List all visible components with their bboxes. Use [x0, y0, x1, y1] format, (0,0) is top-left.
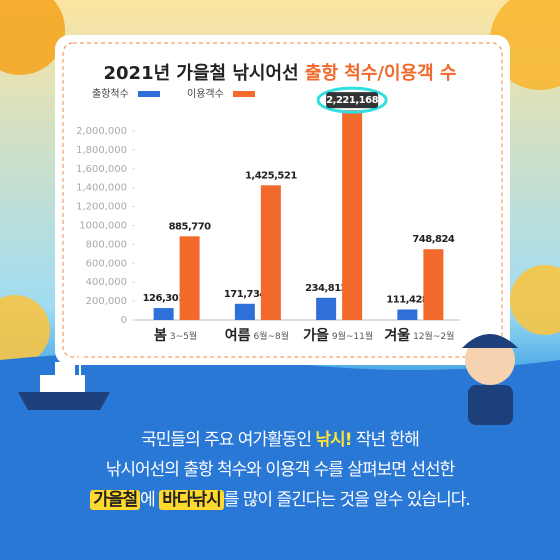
caption-line: 가을철 에 바다낚시 를 많이 즐긴다는 것을 알수 있습니다. — [0, 485, 560, 515]
x-tick-label: 가을 9월~11월 — [303, 328, 373, 344]
x-tick-label: 겨울 12월~2월 — [384, 327, 454, 344]
x-tick-label: 봄 3~5월 — [154, 328, 197, 344]
caption-text: 작년 한해 — [351, 430, 420, 450]
value-label: 885,770 — [169, 221, 212, 232]
value-label: 748,824 — [412, 234, 455, 245]
police-character — [462, 334, 518, 425]
caption-text: 에 — [140, 490, 160, 510]
value-label: 111,428 — [386, 294, 429, 305]
caption-text: 낚시어선의 출항 척수와 이용객 수를 살펴보면 선선한 — [105, 460, 456, 480]
category-period: 9월~11월 — [332, 330, 373, 342]
legend-swatch — [138, 91, 160, 97]
legend-label: 이용객수 — [187, 88, 224, 100]
category-name: 가을 — [303, 328, 329, 344]
caption-text: 를 많이 즐긴다는 것을 알수 있습니다. — [223, 490, 471, 510]
leaves — [0, 0, 560, 365]
category-period: 6월~8월 — [253, 330, 289, 342]
y-tick-label: 600,000 — [86, 258, 127, 269]
caption-text: 바다낚시 — [159, 490, 224, 510]
y-tick-label: 1,400,000 — [76, 183, 127, 194]
y-tick-label: 1,600,000 — [76, 164, 127, 175]
bar — [397, 309, 418, 320]
bar — [316, 297, 337, 320]
bar — [234, 303, 255, 320]
category-period: 12월~2월 — [413, 330, 454, 342]
y-tick-label: 1,800,000 — [76, 145, 127, 156]
title-highlight: 출항 척수/이용객 수 — [305, 63, 457, 84]
x-tick-label: 여름 6월~8월 — [225, 327, 289, 344]
y-tick-label: 800,000 — [86, 239, 127, 250]
caption-text: 가을철 — [90, 490, 141, 510]
category-name: 여름 — [225, 327, 251, 344]
bar — [260, 185, 281, 320]
value-label: 2,221,168 — [326, 95, 378, 106]
bar — [179, 236, 200, 320]
y-tick-label: 200,000 — [86, 296, 127, 307]
y-tick-label: 1,200,000 — [76, 202, 127, 213]
value-label: 1,425,521 — [245, 170, 297, 181]
category-period: 3~5월 — [170, 330, 197, 342]
bar — [153, 308, 174, 320]
title-main: 2021년 가을철 낚시어선 — [104, 63, 299, 84]
value-label: 171,734 — [224, 289, 267, 300]
legend-label: 출항척수 — [92, 88, 129, 100]
value-label: 126,301 — [143, 293, 186, 304]
ship — [18, 355, 110, 410]
caption-line: 낚시어선의 출항 척수와 이용객 수를 살펴보면 선선한 — [0, 455, 560, 485]
bar — [423, 249, 444, 320]
value-label-box — [326, 92, 379, 109]
y-tick-label: 2,000,000 — [76, 126, 127, 137]
y-tick-label: 1000,000 — [79, 221, 127, 232]
highlight-ring — [316, 86, 388, 114]
caption-line: 국민들의 주요 여가활동인 낚시! 작년 한해 — [0, 425, 560, 455]
caption-text: 국민들의 주요 여가활동인 — [141, 430, 316, 450]
card-border — [62, 42, 503, 358]
value-label: 234,812 — [305, 283, 348, 294]
category-name: 겨울 — [384, 327, 410, 344]
bar — [342, 110, 363, 320]
y-tick-label: 400,000 — [86, 277, 127, 288]
category-name: 봄 — [154, 328, 167, 344]
sea — [0, 352, 560, 560]
chart-title: 2021년 가을철 낚시어선 출항 척수/이용객 수 — [104, 63, 457, 84]
legend-swatch — [233, 91, 255, 97]
card — [55, 35, 510, 365]
y-tick-label: 0 — [121, 315, 127, 326]
caption-text: 낚시! — [315, 430, 352, 450]
